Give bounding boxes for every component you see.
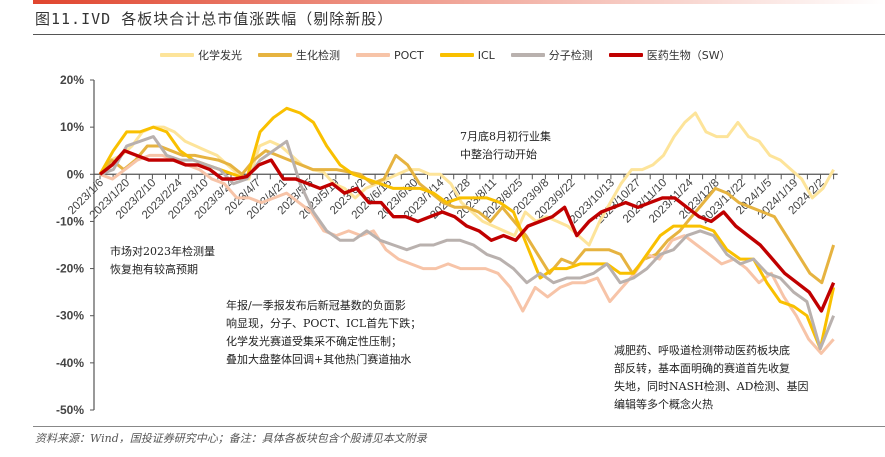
legend-item: 化学发光 xyxy=(160,47,242,63)
annotation-2023-expectation: 市场对2023年检测量 恢复抱有较高预期 xyxy=(110,245,215,276)
footer-divider xyxy=(33,426,885,427)
legend-swatch xyxy=(258,53,292,57)
annotation-annual-report-impact: 年报/一季报发布后新冠基数的负面影 响显现，分子、POCT、ICL首先下跌； 化… xyxy=(226,299,422,366)
legend-item: POCT xyxy=(356,49,424,62)
legend: 化学发光 生化检测 POCT ICL 分子检测 医药生物（SW） xyxy=(160,47,731,63)
legend-swatch xyxy=(510,53,545,57)
y-tick-label: -10% xyxy=(56,214,84,228)
y-tick-label: -50% xyxy=(56,403,84,417)
legend-item: 医药生物（SW） xyxy=(608,47,731,63)
series-line-5 xyxy=(98,148,836,313)
figure-title: 图11.IVD 各板块合计总市值涨跌幅（剔除新股） xyxy=(35,10,394,28)
source-note: 资料来源：Wind，国投证券研究中心；备注：具体各板块包含个股请见本文附录 xyxy=(35,432,427,445)
y-tick-label: -30% xyxy=(56,309,84,323)
legend-label: POCT xyxy=(394,48,424,62)
legend-swatch xyxy=(356,53,390,57)
legend-label: 分子检测 xyxy=(548,49,593,62)
legend-item: 分子检测 xyxy=(510,47,593,63)
legend-swatch xyxy=(439,53,474,57)
series-line-2 xyxy=(99,153,835,355)
legend-label: 医药生物（SW） xyxy=(646,49,731,62)
series-line-4 xyxy=(99,135,835,351)
legend-item: ICL xyxy=(439,48,495,62)
y-tick-label: 20% xyxy=(60,73,84,87)
title-divider xyxy=(33,34,885,35)
title-accent-bar xyxy=(33,0,885,4)
y-tick-label: 0% xyxy=(67,167,85,181)
y-tick-label: -20% xyxy=(56,262,84,276)
series-line-1 xyxy=(98,144,836,285)
legend-swatch xyxy=(608,53,643,57)
legend-label: 生化检测 xyxy=(296,49,340,62)
legend-swatch xyxy=(160,53,194,57)
legend-label: 化学发光 xyxy=(198,49,242,62)
legend-label: ICL xyxy=(477,48,495,62)
y-tick-label: -40% xyxy=(56,356,84,370)
y-tick-label: 10% xyxy=(60,120,84,134)
legend-item: 生化检测 xyxy=(258,47,340,63)
annotation-august-rectification: 7月底8月初行业集 中整治行动开始 xyxy=(460,130,551,161)
annotation-bottom-reversal: 减肥药、呼吸道检测带动医药板块底 部反转，基本面明确的赛道首先收复 失地，同时N… xyxy=(614,344,809,411)
